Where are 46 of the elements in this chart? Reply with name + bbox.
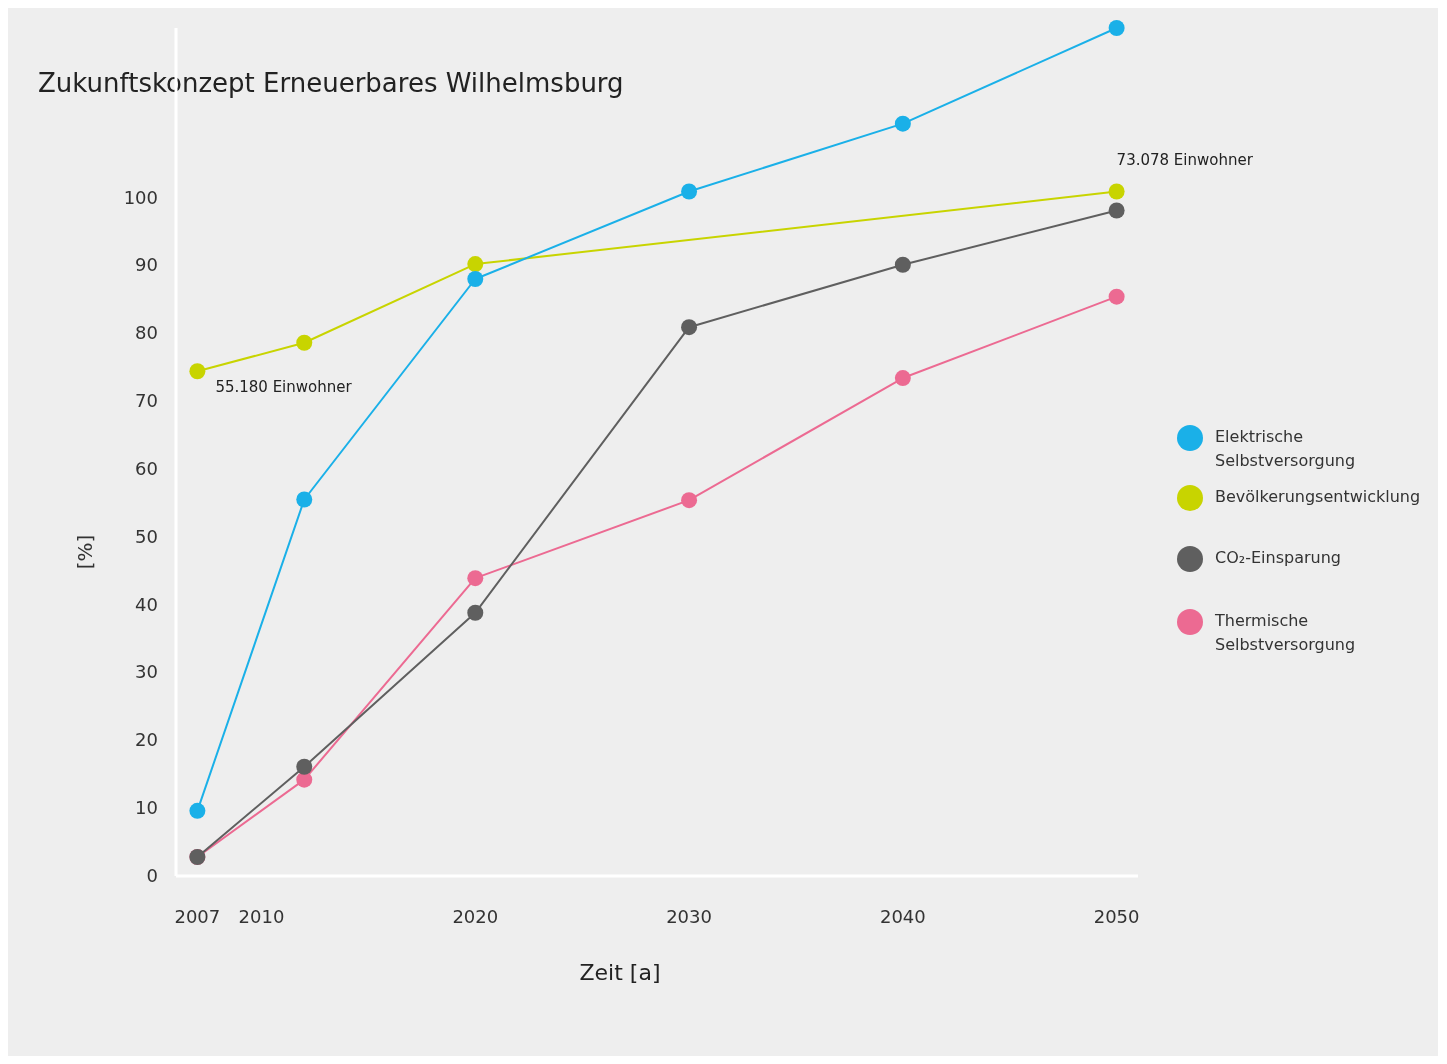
y-tick-label: 0 (146, 865, 158, 886)
y-tick-label: 80 (135, 322, 158, 344)
y-tick-label: 10 (135, 797, 158, 819)
point (296, 491, 313, 508)
y-axis-title: [%] (73, 534, 97, 570)
point (296, 334, 313, 351)
legend-label: Thermische Selbstversorgung (1214, 611, 1356, 654)
point (189, 363, 206, 380)
annotation: 73.078 Einwohner (1116, 151, 1254, 170)
legend-label: Elektrische Selbstversorgung (1215, 427, 1356, 470)
x-tick-label: 2040 (879, 906, 926, 927)
y-tick-label: 40 (135, 593, 158, 615)
y-tick-label: 100 (123, 186, 158, 208)
point (1108, 288, 1125, 305)
y-tick-label: 20 (135, 729, 158, 751)
point (1108, 183, 1125, 200)
point (894, 256, 911, 273)
x-axis-title: Zeit [a] (579, 960, 661, 985)
legend-label: Bevölkerungsentwicklung (1215, 487, 1421, 506)
point (1108, 20, 1125, 36)
point (189, 802, 206, 819)
y-tick-label: 60 (135, 457, 158, 479)
point (894, 115, 911, 132)
point (467, 271, 484, 288)
point (1108, 202, 1125, 219)
y-tick-label: 70 (135, 390, 158, 412)
text: Zukunftskonzept Erneuerbares Wilhelmsburg (38, 68, 624, 98)
annotation: 55.180 Einwohner (215, 378, 353, 397)
point (467, 256, 484, 273)
x-tick-label: 2010 (238, 906, 285, 927)
point (681, 492, 698, 509)
x-tick-label: 2050 (1093, 906, 1140, 927)
point (296, 771, 313, 788)
point (894, 370, 911, 387)
point (467, 570, 484, 587)
x-tick-label: 2020 (452, 906, 499, 927)
point (681, 319, 698, 336)
point (296, 758, 313, 775)
point (467, 604, 484, 621)
x-tick-label: 2007 (174, 906, 221, 927)
x-tick-label: 2030 (666, 906, 712, 927)
y-tick-label: 30 (135, 661, 158, 683)
point (681, 183, 698, 200)
y-tick-label: 90 (135, 254, 158, 276)
legend-label: CO₂-Einsparung (1215, 548, 1341, 567)
y-tick-label: 50 (135, 525, 158, 547)
